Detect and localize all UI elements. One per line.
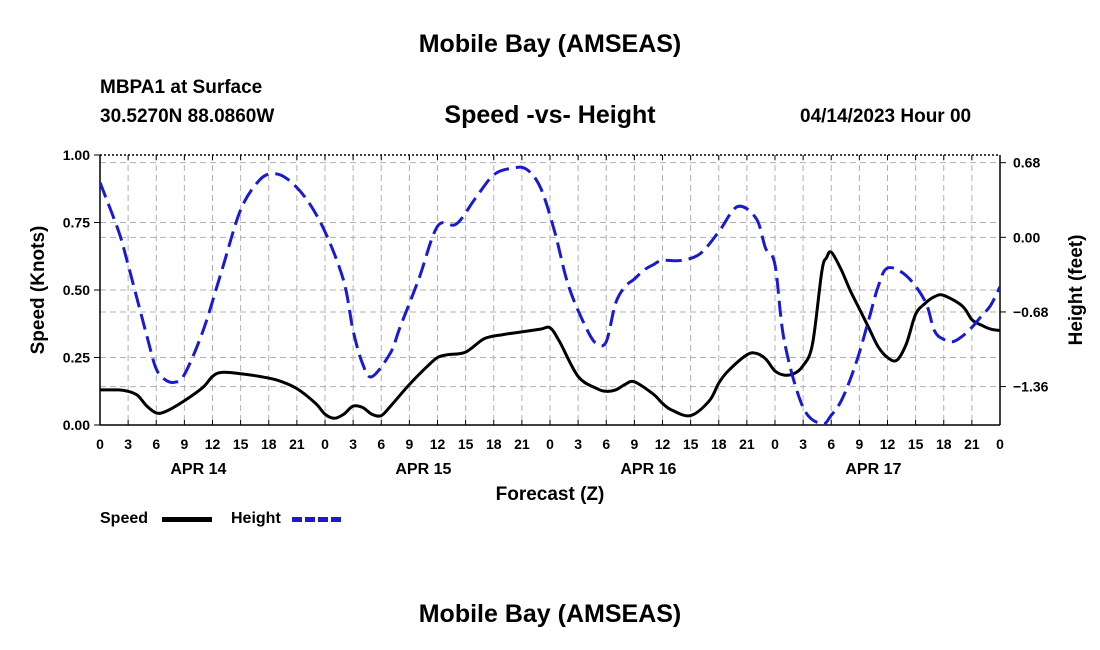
y-tick-label: 0.75 bbox=[63, 215, 90, 231]
legend-speed-swatch bbox=[162, 517, 212, 522]
y-tick-label: 1.00 bbox=[63, 147, 90, 163]
x-tick-label: 0 bbox=[96, 436, 104, 452]
legend-height-label: Height bbox=[231, 510, 281, 527]
y-tick-label: 0.00 bbox=[63, 417, 90, 433]
y2-axis-title: Height (feet) bbox=[1066, 235, 1087, 346]
y2-tick-label: −1.36 bbox=[1013, 379, 1049, 395]
legend-speed-label: Speed bbox=[100, 510, 149, 527]
date-label: APR 17 bbox=[845, 461, 901, 478]
x-tick-label: 18 bbox=[711, 436, 727, 452]
legend-height-swatch bbox=[292, 517, 342, 522]
x-tick-label: 15 bbox=[908, 436, 924, 452]
x-tick-label: 21 bbox=[964, 436, 980, 452]
forecast-datetime: 04/14/2023 Hour 00 bbox=[800, 106, 972, 127]
series-speed-line bbox=[100, 250, 1000, 420]
y-tick-label: 0.25 bbox=[63, 350, 90, 366]
y-axis-title: Speed (Knots) bbox=[28, 226, 49, 355]
date-label: APR 16 bbox=[620, 461, 676, 478]
x-tick-label: 9 bbox=[855, 436, 863, 452]
x-tick-label: 21 bbox=[514, 436, 530, 452]
x-tick-label: 9 bbox=[180, 436, 188, 452]
page-title: Mobile Bay (AMSEAS) bbox=[418, 30, 682, 58]
y2-tick-label: 0.68 bbox=[1013, 155, 1040, 171]
x-tick-label: 15 bbox=[233, 436, 249, 452]
series-height-line bbox=[100, 165, 1000, 426]
x-tick-label: 21 bbox=[739, 436, 755, 452]
x-tick-label: 12 bbox=[655, 436, 671, 452]
x-tick-label: 0 bbox=[771, 436, 779, 452]
speed-height-chart: 0 3 6 9 12 15 18 21 0 3 6 9 12 15 18 21 0 3 6 9 12 15 18 21 0 3 6 9… bbox=[28, 147, 1087, 505]
x-tick-label: 21 bbox=[289, 436, 305, 452]
x-tick-label: 15 bbox=[458, 436, 474, 452]
x-tick-label: 12 bbox=[205, 436, 221, 452]
x-tick-label: 6 bbox=[827, 436, 835, 452]
x-tick-label: 0 bbox=[996, 436, 1004, 452]
y2-tick-label: −0.68 bbox=[1013, 304, 1049, 320]
station-coordinates: 30.5270N 88.0860W bbox=[100, 106, 275, 127]
x-tick-label: 18 bbox=[486, 436, 502, 452]
x-tick-label: 3 bbox=[574, 436, 582, 452]
x-tick-label: 9 bbox=[405, 436, 413, 452]
station-label: MBPA1 at Surface bbox=[100, 77, 263, 98]
x-tick-label: 6 bbox=[602, 436, 610, 452]
y-tick-label: 0.50 bbox=[63, 282, 90, 298]
plot-title: Speed -vs- Height bbox=[444, 101, 656, 129]
x-tick-label: 0 bbox=[321, 436, 329, 452]
x-tick-label: 0 bbox=[546, 436, 554, 452]
x-tick-label: 18 bbox=[936, 436, 952, 452]
date-label: APR 14 bbox=[170, 461, 226, 478]
date-label: APR 15 bbox=[395, 461, 451, 478]
x-tick-label: 3 bbox=[124, 436, 132, 452]
x-tick-label: 15 bbox=[683, 436, 699, 452]
x-tick-label: 18 bbox=[261, 436, 277, 452]
x-tick-label: 3 bbox=[349, 436, 357, 452]
footer-title: Mobile Bay (AMSEAS) bbox=[418, 600, 682, 628]
x-tick-label: 3 bbox=[799, 436, 807, 452]
y2-tick-label: 0.00 bbox=[1013, 229, 1040, 245]
x-tick-label: 12 bbox=[880, 436, 896, 452]
x-axis-title: Forecast (Z) bbox=[496, 484, 605, 505]
x-tick-label: 6 bbox=[377, 436, 385, 452]
x-tick-label: 12 bbox=[430, 436, 446, 452]
x-tick-label: 6 bbox=[152, 436, 160, 452]
x-tick-label: 9 bbox=[630, 436, 638, 452]
